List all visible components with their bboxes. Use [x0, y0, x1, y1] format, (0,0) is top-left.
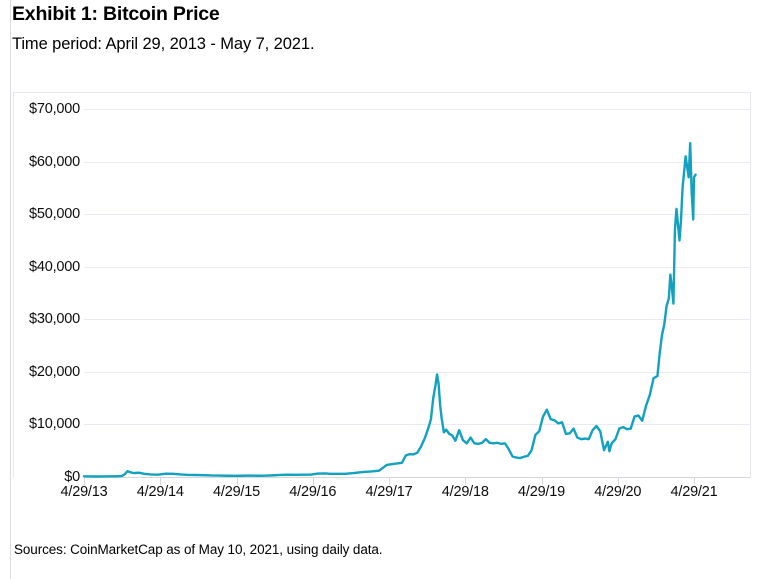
y-axis-tick-label: $70,000: [28, 101, 80, 117]
bitcoin-price-line-chart: [84, 92, 750, 478]
left-margin-rule: [10, 0, 11, 579]
gridline: [84, 266, 750, 268]
y-axis-tick-label: $40,000: [28, 258, 80, 275]
chart-frame: [13, 92, 751, 478]
x-axis-tick-label: 4/29/16: [289, 484, 337, 500]
x-axis-line: [84, 477, 750, 478]
x-axis-tick-label: 4/29/18: [441, 484, 489, 500]
plot-area: [84, 92, 750, 477]
page-subtitle: Time period: April 29, 2013 - May 7, 202…: [12, 35, 315, 53]
gridline: [84, 424, 750, 426]
x-axis-tick: [389, 478, 390, 485]
y-axis-tick-label: $0: [64, 469, 80, 485]
gridline: [84, 109, 750, 110]
x-axis-tick-label: 4/29/15: [213, 484, 260, 500]
series-bitcoin-price: [84, 143, 696, 476]
x-axis-tick-label: 4/29/17: [365, 484, 413, 500]
x-axis-tick: [541, 478, 543, 485]
x-axis-tick-label: 4/29/21: [670, 484, 718, 500]
x-axis-tick: [312, 478, 314, 485]
y-axis-tick-label: $50,000: [28, 206, 80, 223]
gridline: [84, 319, 750, 321]
y-axis-tick-label: $20,000: [28, 363, 80, 380]
x-axis-tick: [160, 478, 162, 485]
x-axis-tick: [465, 478, 467, 485]
x-axis-tick: [236, 478, 238, 485]
x-axis-tick-label: 4/29/14: [136, 484, 184, 500]
x-axis-tick-label: 4/29/13: [60, 484, 108, 500]
y-axis-tick-label: $10,000: [28, 416, 80, 433]
y-axis-tick-label: $30,000: [28, 311, 80, 328]
y-axis-labels: $0 $10,000 $20,000 $30,000 $40,000 $50,000 $60…: [0, 0, 80, 579]
x-axis-tick: [694, 478, 695, 485]
x-axis-tick-label: 4/29/20: [594, 484, 642, 500]
source-note: Sources: CoinMarketCap as of May 10, 202…: [14, 542, 383, 557]
page-title: Exhibit 1: Bitcoin Price: [12, 3, 220, 25]
x-axis-tick: [84, 478, 85, 485]
x-axis-tick-label: 4/29/19: [518, 484, 565, 500]
gridline: [84, 214, 750, 216]
x-axis-tick: [617, 478, 619, 485]
gridline: [84, 371, 750, 373]
gridline: [84, 161, 750, 163]
y-axis-tick-label: $60,000: [28, 153, 80, 170]
